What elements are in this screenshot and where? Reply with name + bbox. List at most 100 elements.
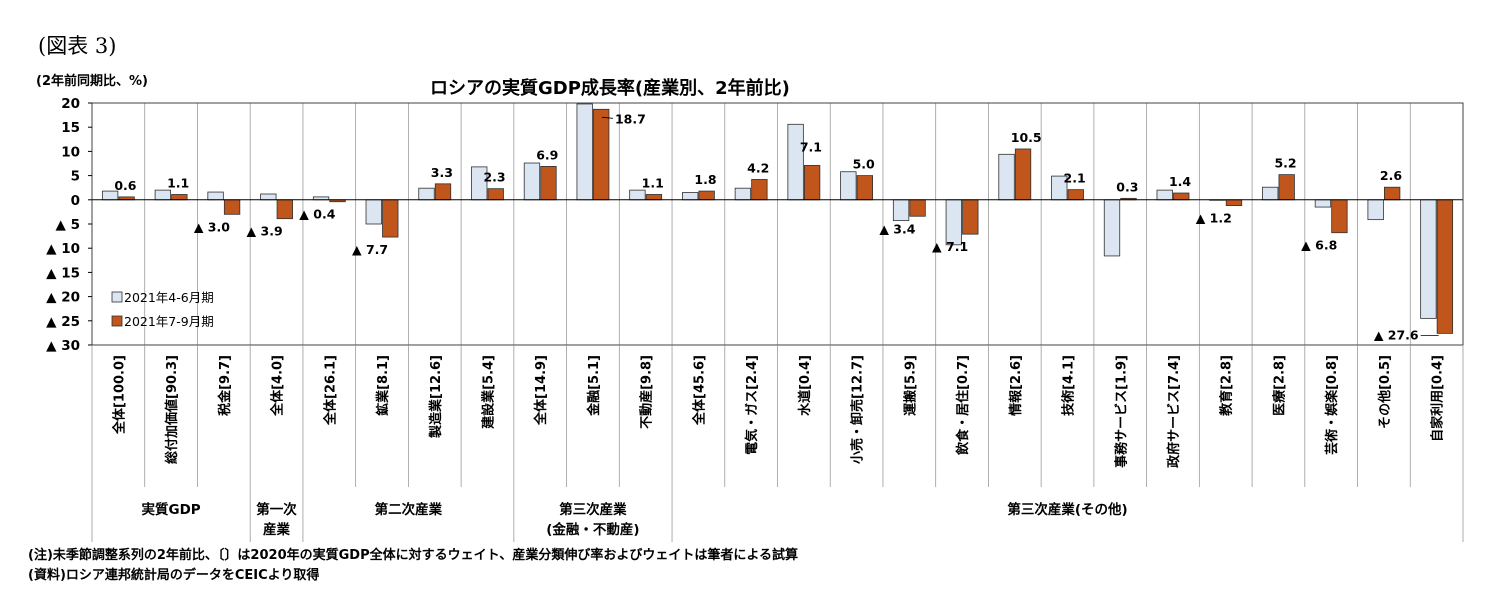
bar-series2	[1384, 186, 1401, 201]
category-label: 税金[9.7]	[217, 355, 233, 416]
data-label: 3.3	[431, 165, 453, 180]
category-label: その他[0.5]	[1377, 355, 1393, 429]
bar-series1	[1367, 199, 1384, 221]
category-label: 小売・卸売[12.7]	[850, 355, 866, 464]
bar-series1	[207, 191, 224, 201]
footnote: (注)未季節調整系列の2年前比、〔〕は2020年の実質GDP全体に対するウェイト…	[28, 548, 798, 563]
bar-series2	[382, 199, 399, 238]
data-label: ▲ 1.2	[1196, 211, 1232, 226]
bar-series2	[909, 199, 926, 217]
category-label: 全体[100.0]	[111, 355, 127, 435]
category-label: 医療[2.8]	[1271, 355, 1287, 416]
leader-line	[601, 116, 613, 119]
bar-series1	[945, 199, 962, 246]
data-label: 1.1	[642, 175, 664, 190]
category-label: 全体[45.6]	[691, 355, 707, 426]
bar-series1	[1420, 199, 1437, 319]
category-label: 金融[5.1]	[586, 355, 602, 417]
data-label: ▲ 6.8	[1301, 238, 1337, 253]
bar-series1	[840, 171, 857, 201]
data-label: ▲ 3.4	[879, 221, 915, 236]
category-label: 芸術・娯楽[0.8]	[1324, 355, 1340, 455]
data-label: 5.2	[1274, 156, 1296, 171]
bar-series1	[576, 103, 593, 201]
figure-label: (図表 3)	[38, 34, 117, 58]
bar-series2	[1067, 189, 1084, 201]
group-label: 産業	[263, 521, 290, 538]
group-label: 第二次産業	[375, 501, 443, 518]
category-label: 教育[2.8]	[1219, 355, 1235, 417]
bar-series1	[892, 199, 910, 222]
data-label: 2.6	[1380, 168, 1402, 183]
category-label: 政府サービス[7.4]	[1166, 355, 1182, 468]
bar-series2	[171, 194, 188, 201]
y-tick-label: ▲ 20	[46, 290, 80, 306]
category-label: 全体[14.9]	[533, 355, 549, 426]
category-label: 製造業[12.6]	[428, 355, 444, 439]
bar-series1	[418, 187, 435, 201]
category-label: 技術[4.1]	[1061, 355, 1077, 416]
data-label: 1.1	[167, 175, 189, 190]
data-label: ▲ 3.0	[194, 219, 230, 234]
group-label: 第三次産業	[559, 501, 627, 518]
data-label: 2.1	[1064, 171, 1086, 186]
bar-series1	[998, 153, 1015, 201]
group-label: (金融・不動産)	[546, 521, 639, 538]
data-label: 0.3	[1116, 179, 1138, 194]
bar-series1	[682, 192, 699, 201]
bar-series2	[962, 199, 979, 235]
bar-series2	[856, 175, 873, 201]
bar-series1	[260, 193, 277, 201]
y-tick-label: ▲ 10	[46, 241, 80, 257]
category-label: 事務サービス[1.9]	[1113, 355, 1129, 468]
source-note: (資料)ロシア連邦統計局のデータをCEICより取得	[28, 568, 320, 583]
data-label: ▲ 27.6	[1374, 327, 1419, 342]
legend-swatch	[111, 291, 123, 303]
data-label: 0.6	[114, 178, 136, 193]
bar-series2	[593, 108, 610, 201]
bar-series2	[276, 199, 293, 220]
category-label: 運搬[5.9]	[902, 355, 918, 416]
y-tick-label: ▲ 15	[46, 265, 80, 281]
bar-series1	[365, 199, 382, 225]
bar-series2	[223, 199, 241, 215]
y-tick-label: 0	[71, 193, 80, 209]
y-tick-label: 5	[71, 169, 80, 185]
bar-series1	[787, 123, 804, 201]
legend-label: 2021年4-6月期	[124, 290, 214, 305]
category-label: 情報[2.6]	[1008, 355, 1024, 416]
bar-series1	[629, 189, 646, 201]
data-label: 1.4	[1169, 174, 1191, 189]
category-label: 全体[4.0]	[270, 355, 286, 417]
bar-series2	[1436, 199, 1454, 334]
legend-label: 2021年7-9月期	[124, 314, 214, 329]
legend-swatch	[111, 315, 123, 327]
bar-series2	[1173, 192, 1190, 201]
bar-series1	[154, 189, 171, 201]
bar-series2	[1278, 174, 1295, 201]
category-label: 全体[26.1]	[322, 355, 338, 426]
data-label: ▲ 0.4	[299, 207, 335, 222]
group-label: 第一次	[256, 501, 297, 518]
category-label: 飲食・居住[0.7]	[955, 355, 971, 456]
y-tick-label: ▲ 5	[56, 217, 80, 233]
category-label: 総付加価値[90.3]	[164, 355, 180, 464]
data-label: 7.1	[800, 139, 822, 154]
y-tick-label: ▲ 25	[46, 314, 80, 330]
bar-series1	[1156, 189, 1173, 201]
bar-series1	[734, 187, 752, 201]
data-label: 18.7	[615, 111, 646, 126]
data-label: 5.0	[853, 157, 875, 172]
category-label: 建設業[5.4]	[480, 355, 496, 429]
bar-series2	[751, 179, 768, 201]
group-label: 実質GDP	[142, 501, 201, 518]
bar-series2	[487, 188, 504, 201]
bar-series1	[1262, 186, 1279, 201]
bar-series2	[803, 165, 821, 201]
y-tick-label: 15	[61, 120, 80, 136]
data-label: 6.9	[536, 147, 558, 162]
bar-series1	[1314, 199, 1332, 208]
y-tick-label: ▲ 30	[46, 338, 80, 354]
data-label: 2.3	[483, 170, 505, 185]
